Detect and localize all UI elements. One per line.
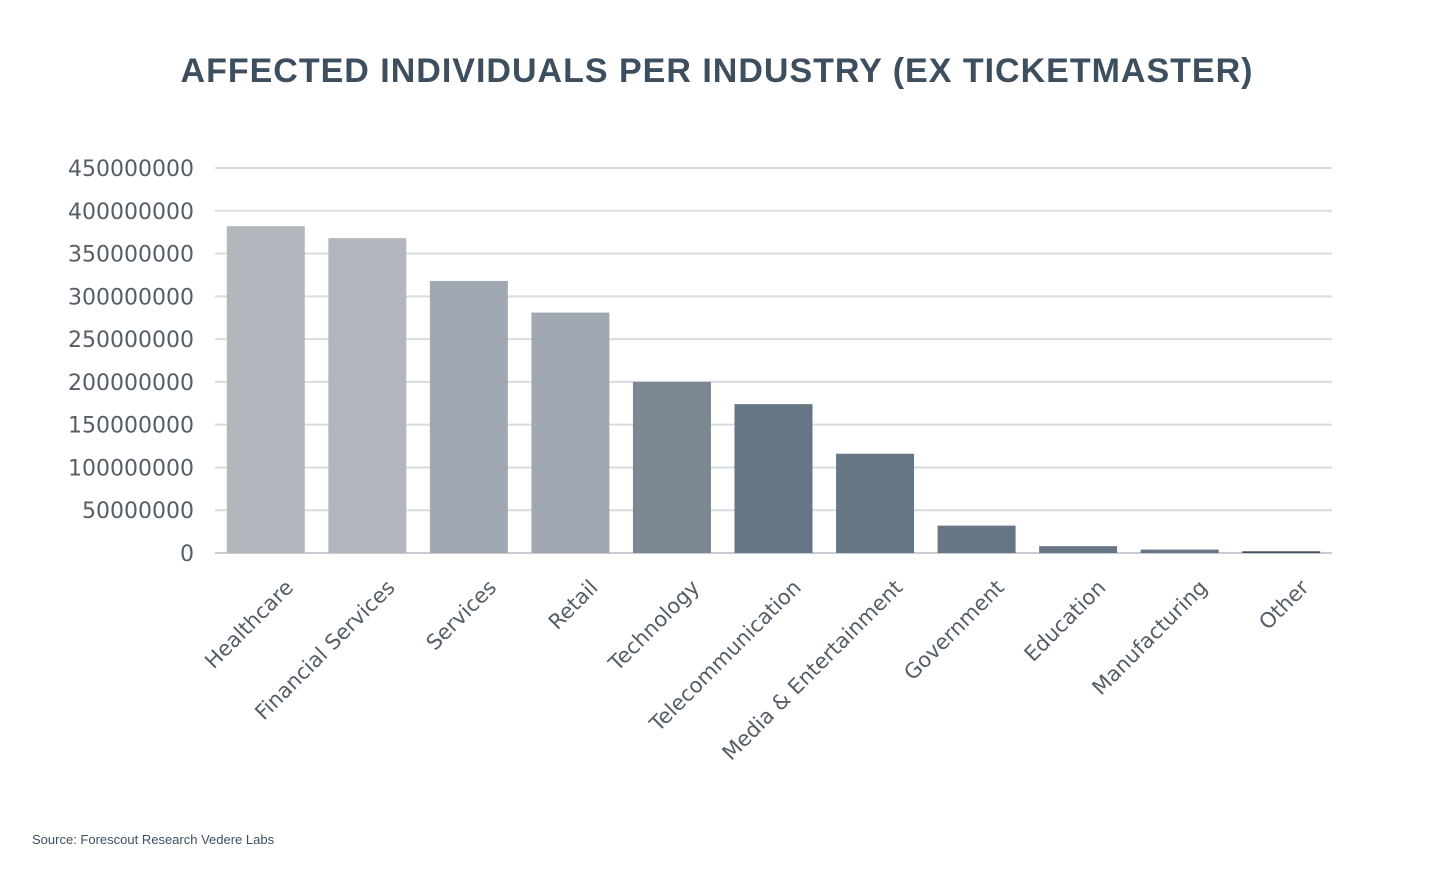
bar bbox=[328, 238, 407, 553]
x-tick-label: Technology bbox=[603, 575, 704, 676]
y-tick-label: 0 bbox=[180, 542, 194, 567]
chart-title: AFFECTED INDIVIDUALS PER INDUSTRY (EX TI… bbox=[180, 52, 1254, 90]
bar bbox=[429, 280, 508, 553]
bar bbox=[1039, 546, 1118, 553]
x-tick-label: Education bbox=[1020, 575, 1111, 666]
bar bbox=[531, 312, 610, 553]
y-tick-label: 300000000 bbox=[68, 285, 194, 310]
source-note: Source: Forescout Research Vedere Labs bbox=[32, 832, 275, 847]
y-tick-label: 350000000 bbox=[68, 243, 194, 268]
bar bbox=[226, 226, 305, 553]
y-tick-label: 400000000 bbox=[68, 200, 194, 225]
x-tick-label: Retail bbox=[544, 575, 603, 634]
y-tick-label: 450000000 bbox=[68, 157, 194, 182]
x-tick-label: Media & Entertainment bbox=[718, 575, 908, 765]
bars bbox=[226, 226, 1321, 553]
bar bbox=[1140, 549, 1219, 553]
y-tick-label: 50000000 bbox=[82, 499, 194, 524]
y-tick-label: 100000000 bbox=[68, 456, 194, 481]
x-tick-label: Services bbox=[422, 575, 502, 655]
bar bbox=[734, 404, 813, 553]
y-tick-label: 150000000 bbox=[68, 414, 194, 439]
y-tick-label: 250000000 bbox=[68, 328, 194, 353]
bar bbox=[1242, 551, 1321, 553]
y-tick-label: 200000000 bbox=[68, 371, 194, 396]
bar bbox=[836, 453, 915, 553]
x-tick-label: Government bbox=[899, 575, 1009, 685]
bar bbox=[937, 525, 1016, 553]
y-axis-ticks: 0 50000000 100000000 150000000 200000000 2500… bbox=[68, 157, 194, 567]
x-tick-label: Other bbox=[1254, 575, 1313, 634]
x-tick-label: Healthcare bbox=[200, 575, 298, 673]
bar bbox=[632, 381, 711, 553]
